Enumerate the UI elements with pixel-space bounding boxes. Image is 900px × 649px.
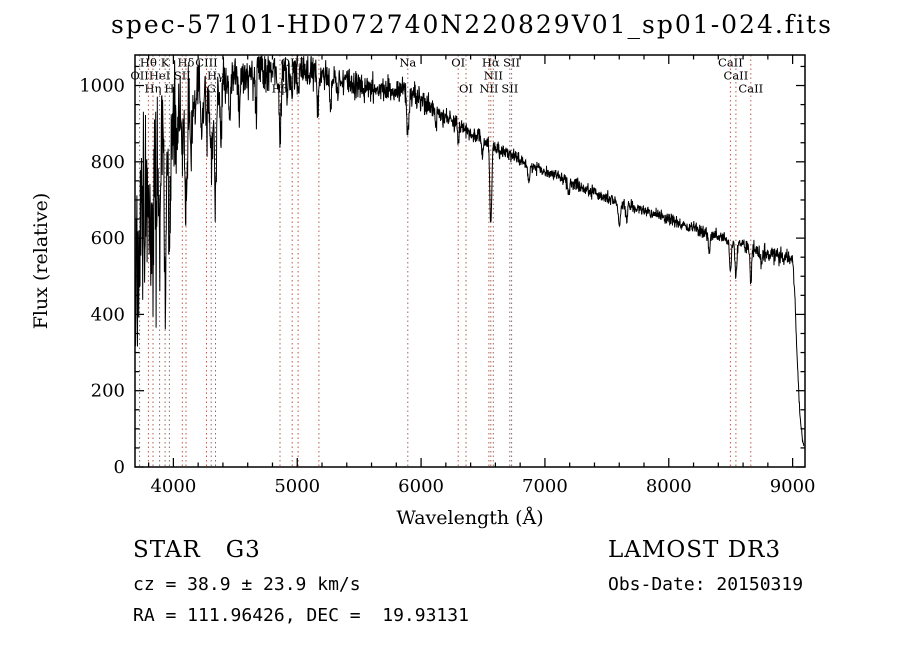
spectral-line-label: Hβ: [272, 82, 289, 96]
spectral-line-label: SII: [174, 69, 191, 83]
spectral-line-label: CaII: [718, 56, 743, 70]
x-tick-label: 7000: [522, 476, 568, 497]
y-tick-label: 200: [91, 381, 125, 402]
y-axis-label: Flux (relative): [30, 193, 52, 330]
obs-date: Obs-Date: 20150319: [608, 574, 803, 595]
object-class-label: STAR G3: [133, 537, 261, 563]
spectral-line-label: Hη: [145, 82, 162, 96]
spectral-line-label: CIII: [195, 56, 217, 70]
spectral-line-label: CaII: [738, 82, 763, 96]
x-axis-label: Wavelength (Å): [396, 507, 543, 529]
y-tick-label: 0: [114, 457, 125, 478]
spectral-line-label: NII: [479, 82, 498, 96]
x-tick-label: 8000: [646, 476, 692, 497]
spectral-line-label: OIII: [281, 56, 304, 70]
spectral-line-label: K: [161, 56, 170, 70]
survey-name: LAMOST DR3: [608, 537, 781, 563]
y-tick-label: 800: [91, 152, 125, 173]
figure-title: spec-57101-HD072740N220829V01_sp01-024.f…: [111, 10, 833, 39]
spectral-line-label: OI: [451, 56, 465, 70]
spectral-line-label: Hα: [482, 56, 500, 70]
spectral-line-label: Na: [399, 56, 416, 70]
y-tick-label: 400: [91, 304, 125, 325]
footer: STAR G3 LAMOST DR3 cz = 38.9 ± 23.9 km/s…: [133, 537, 803, 626]
x-tick-label: 9000: [770, 476, 816, 497]
x-tick-label: 5000: [274, 476, 320, 497]
spectrum-trace: [134, 55, 805, 447]
spectral-line-label: CaII: [724, 69, 749, 83]
spectral-line-label: Hδ: [178, 56, 195, 70]
x-tick-label: 4000: [150, 476, 196, 497]
spectral-line-label: OI: [459, 82, 473, 96]
spectral-line-label: SII: [503, 56, 520, 70]
spectral-line-label: G: [207, 82, 216, 96]
x-tick-label: 6000: [398, 476, 444, 497]
plot-area: 4000 5000 6000 7000 8000 9000 0 200 400 600 800 100…: [79, 54, 816, 497]
ra-dec-value: RA = 111.96426, DEC = 19.93131: [133, 605, 469, 626]
spectral-line-label: OII: [130, 69, 149, 83]
spectral-line-label: Hγ: [207, 69, 224, 83]
spectral-line-label: Hθ: [140, 56, 157, 70]
y-tick-label: 1000: [79, 76, 125, 97]
spectral-line-label: H: [164, 82, 174, 96]
spectral-line-label: SII: [501, 82, 518, 96]
y-tick-label: 600: [91, 228, 125, 249]
cz-value: cz = 38.9 ± 23.9 km/s: [133, 574, 361, 595]
plot-border: [134, 54, 806, 468]
spectral-line-label: NII: [484, 69, 503, 83]
spectral-line-label: HeI: [149, 69, 170, 83]
